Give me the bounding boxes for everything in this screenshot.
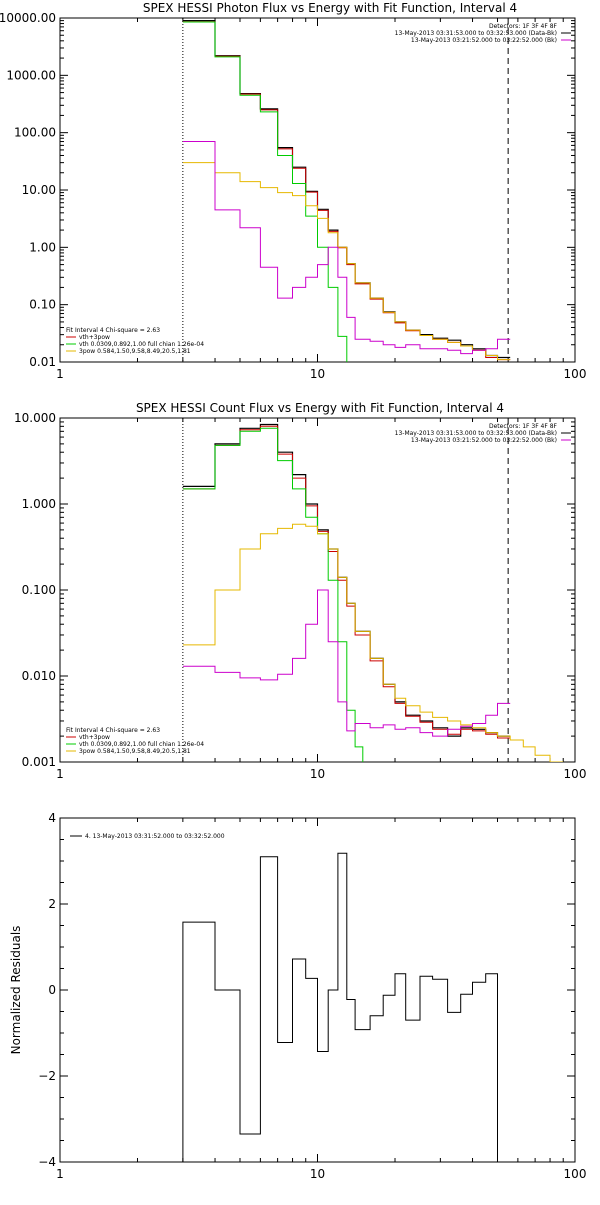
legend-entry: 3pow 0.584,1.50,9.58,8.49,20.5,1.81 — [79, 748, 191, 755]
y-tick-label: 0.10 — [29, 298, 56, 312]
legend-entry: 13-May-2013 03:31:53.000 to 03:32:53.000… — [395, 430, 557, 437]
series-group — [182, 423, 564, 762]
legend-entry: vth 0.0309,0.892,1.00 full chian 1.26e-0… — [79, 341, 204, 348]
y-tick-label: 10000.00 — [0, 11, 56, 25]
x-tick-label: 10 — [310, 767, 325, 781]
legend-entry: 3pow 0.584,1.50,9.58,8.49,20.5,1.81 — [79, 348, 191, 355]
series-group — [182, 852, 498, 1162]
series-line — [182, 141, 511, 355]
legend-entry: Fit Interval 4 Chi-square = 2.63 — [66, 327, 160, 334]
legend-entry: vth 0.0309,0.892,1.00 full chian 1.26e-0… — [79, 741, 204, 748]
y-tick-label: 0.010 — [22, 669, 56, 683]
series-line — [182, 162, 511, 361]
legend-entry: 13-May-2013 03:21:52.000 to 03:22:52.000… — [411, 37, 557, 44]
y-tick-label: −4 — [38, 1155, 56, 1169]
x-tick-label: 1 — [56, 367, 64, 381]
x-tick-label: 10 — [310, 367, 325, 381]
x-tick-label: 1 — [56, 1167, 64, 1181]
legend-entry: 13-May-2013 03:21:52.000 to 03:22:52.000… — [411, 437, 557, 444]
y-tick-label: 1000.00 — [6, 68, 56, 82]
x-tick-label: 100 — [564, 767, 587, 781]
x-tick-label: 100 — [564, 367, 587, 381]
y-tick-label: −2 — [38, 1069, 56, 1083]
x-tick-label: 100 — [564, 1167, 587, 1181]
y-axis-label: Normalized Residuals — [9, 926, 23, 1055]
legend-entry: 4. 13-May-2013 03:31:52.000 to 03:32:52.… — [85, 833, 225, 840]
x-tick-label: 1 — [56, 767, 64, 781]
y-tick-label: 0.100 — [22, 583, 56, 597]
legend-entry: 13-May-2013 03:31:53.000 to 03:32:53.000… — [395, 30, 557, 37]
legend-entry: Detectors: 1F 3F 4F 8F — [489, 423, 558, 430]
count-flux-panel: SPEX HESSI Count Flux vs Energy with Fit… — [14, 401, 586, 781]
residuals-panel: Normalized Residuals 1 10 100 −4 −2 0 2 4 4. 13-… — [9, 811, 586, 1181]
photon-flux-panel: SPEX HESSI Photon Flux vs Energy with Fi… — [0, 1, 586, 381]
legend-entry: vth+3pow — [79, 734, 110, 741]
series-group — [182, 20, 511, 362]
legend-entry: Fit Interval 4 Chi-square = 2.63 — [66, 727, 160, 734]
chart-title: SPEX HESSI Count Flux vs Energy with Fit… — [136, 401, 504, 415]
y-tick-label: 0 — [48, 983, 56, 997]
series-line — [182, 589, 511, 737]
series-line — [182, 21, 348, 362]
y-tick-label: 0.001 — [22, 755, 56, 769]
y-tick-label: 100.00 — [14, 126, 56, 140]
legend-entry: Detectors: 1F 3F 4F 8F — [489, 23, 558, 30]
series-line — [182, 523, 564, 762]
y-tick-label: 10.000 — [14, 411, 56, 425]
y-tick-label: 0.01 — [29, 355, 56, 369]
y-tick-label: 1.00 — [29, 240, 56, 254]
y-tick-label: 4 — [48, 811, 56, 825]
plot-frame — [59, 17, 576, 363]
series-line — [182, 852, 498, 1162]
chart-title: SPEX HESSI Photon Flux vs Energy with Fi… — [143, 1, 517, 15]
legend-entry: vth+3pow — [79, 334, 110, 341]
y-tick-label: 2 — [48, 897, 56, 911]
x-tick-label: 10 — [310, 1167, 325, 1181]
y-tick-label: 1.000 — [22, 497, 56, 511]
y-tick-label: 10.00 — [22, 183, 56, 197]
series-line — [182, 427, 364, 762]
